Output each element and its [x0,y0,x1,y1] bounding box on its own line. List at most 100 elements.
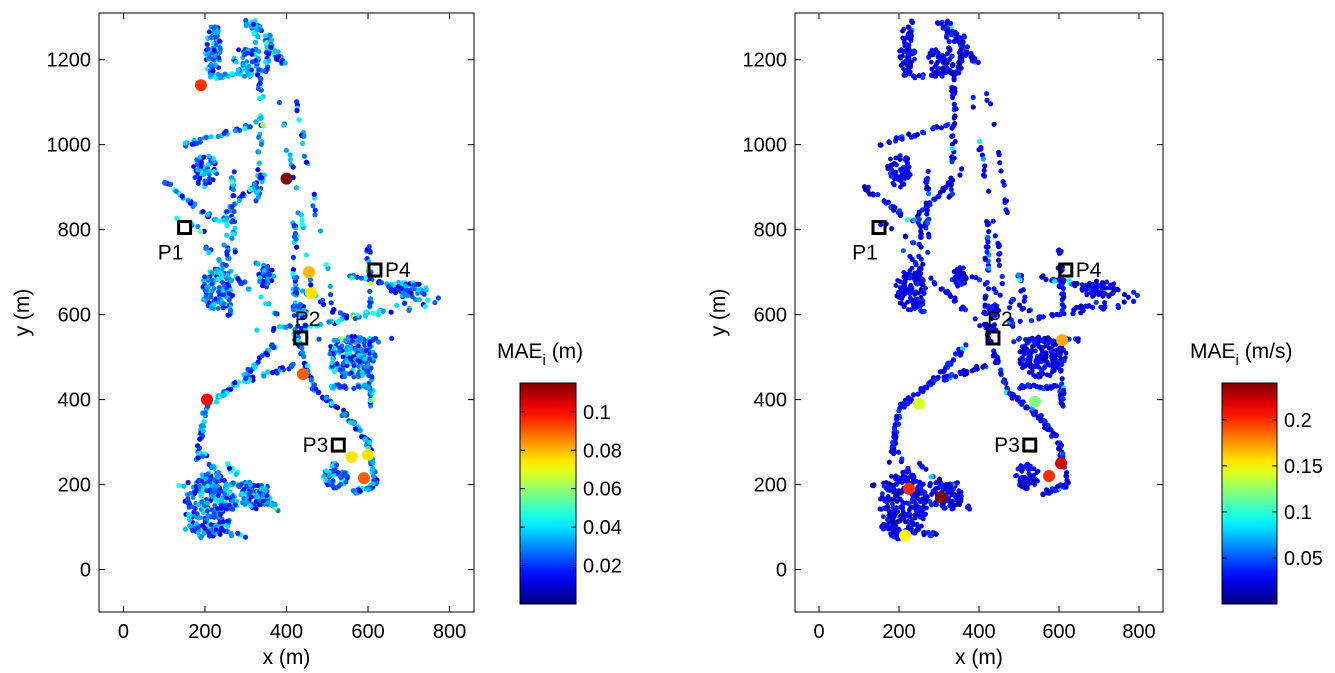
data-point [922,490,928,495]
data-point [344,352,349,357]
colorbar [1221,382,1278,605]
data-point [273,310,279,316]
data-point [1080,306,1086,312]
data-point [282,60,288,66]
data-point [226,297,232,303]
data-point [331,369,337,375]
data-point [941,377,948,383]
data-point [875,192,881,198]
data-point [1026,308,1032,314]
data-point [162,179,168,186]
data-point [327,292,334,298]
data-point [918,231,924,237]
data-point [248,489,253,495]
data-point [370,397,376,403]
data-point [885,496,891,501]
data-point [1043,276,1049,283]
highlight-point [1056,334,1069,347]
data-point [367,288,373,294]
data-point [259,353,265,359]
data-point [1085,283,1090,288]
data-point [918,485,924,491]
data-point [976,147,982,153]
data-point [229,71,235,77]
data-point [196,477,202,483]
data-point [260,492,266,498]
data-point [273,48,279,55]
data-point [304,363,310,369]
data-point [214,479,220,485]
data-point [1026,467,1032,473]
data-point [299,345,305,351]
data-point [942,486,948,492]
data-point [961,34,968,40]
data-point [1018,288,1024,294]
data-point [911,74,918,80]
data-point [239,491,245,496]
data-point [351,374,357,380]
data-point [220,392,226,398]
data-point [912,56,917,62]
data-point [215,499,221,504]
data-point [908,62,913,68]
data-point [213,62,218,68]
data-point [1107,292,1112,298]
data-point [221,217,227,223]
data-point [224,209,230,215]
data-point [211,286,217,291]
data-point [419,290,425,296]
data-point [1031,466,1037,472]
data-point [221,283,227,288]
data-point [1015,272,1022,278]
data-point [231,169,237,175]
colorbar-label-unit: (m/s) [1239,340,1293,363]
data-point [249,52,255,57]
data-point [197,136,203,142]
data-point [991,121,997,127]
data-point [1020,305,1026,311]
data-point [272,501,278,507]
data-point [920,282,926,288]
data-point [1025,478,1030,484]
data-point [388,288,394,294]
data-point [255,194,261,200]
data-point [261,268,267,273]
data-point [206,250,212,256]
data-point [1037,414,1043,420]
data-point [918,308,924,314]
data-point [232,225,238,231]
data-point [204,284,210,290]
data-point [984,222,991,228]
data-point [1004,209,1010,216]
data-point [881,514,886,520]
y-tick-label: 200 [58,475,91,497]
y-axis-label: y (m) [11,289,34,337]
data-point [903,519,908,525]
data-point [1122,292,1128,298]
data-point [932,377,938,383]
data-point [906,35,912,41]
data-point [893,162,899,167]
data-point [208,134,214,140]
data-point [258,115,264,121]
colorbar-tick-label: 0.04 [583,517,622,539]
data-point [956,488,962,493]
data-point [932,487,938,493]
x-tick-label: 400 [270,621,303,643]
data-point [942,184,949,190]
data-point [174,215,180,221]
data-point [951,38,958,45]
data-point [903,513,909,519]
data-point [888,171,893,177]
data-point [329,463,335,469]
data-point [893,283,899,288]
data-point [1037,384,1043,390]
data-point [957,35,963,41]
data-point [1044,385,1050,391]
data-point [326,319,332,325]
data-point [891,486,897,492]
data-point [378,280,384,286]
data-point [970,104,976,110]
data-point [343,479,349,485]
data-point [194,157,200,163]
